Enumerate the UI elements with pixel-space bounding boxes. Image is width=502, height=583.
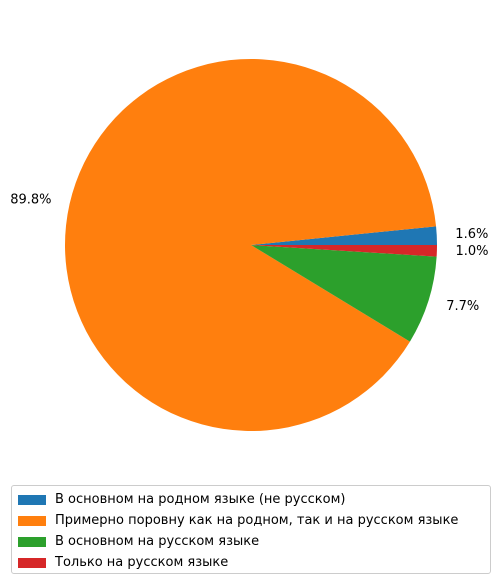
pie-slice-0	[251, 226, 437, 245]
pie-percent-label-2: 7.7%	[446, 299, 479, 314]
pie-slices	[64, 59, 437, 432]
legend-item-1: Примерно поровну как на родном, так и на…	[18, 510, 490, 531]
legend-item-0: В основном на родном языке (не русском)	[18, 489, 490, 510]
legend-item-3: Только на русском языке	[18, 552, 490, 573]
legend-swatch-2	[18, 536, 46, 547]
legend-label-3: Только на русском языке	[55, 555, 229, 570]
legend-swatch-0	[18, 494, 46, 505]
pie-percent-label-0: 1.6%	[455, 227, 488, 242]
legend-label-0: В основном на родном языке (не русском)	[55, 492, 346, 507]
pie-slice-3	[251, 245, 437, 257]
chart-legend: В основном на родном языке (не русском) П…	[11, 485, 491, 574]
pie-chart: 1.6% 89.8% 7.7% 1.0%	[10, 59, 489, 432]
pie-slice-2	[251, 245, 437, 342]
pie-percent-labels: 1.6% 89.8% 7.7% 1.0%	[10, 192, 488, 313]
legend-label-2: В основном на русском языке	[55, 534, 260, 549]
pie-percent-label-1: 89.8%	[10, 192, 51, 207]
pie-slice-1	[64, 59, 437, 432]
pie-percent-label-3: 1.0%	[456, 244, 489, 259]
legend-label-1: Примерно поровну как на родном, так и на…	[55, 513, 459, 528]
legend-swatch-3	[18, 557, 46, 568]
legend-item-2: В основном на русском языке	[18, 531, 490, 552]
legend-swatch-1	[18, 515, 46, 526]
